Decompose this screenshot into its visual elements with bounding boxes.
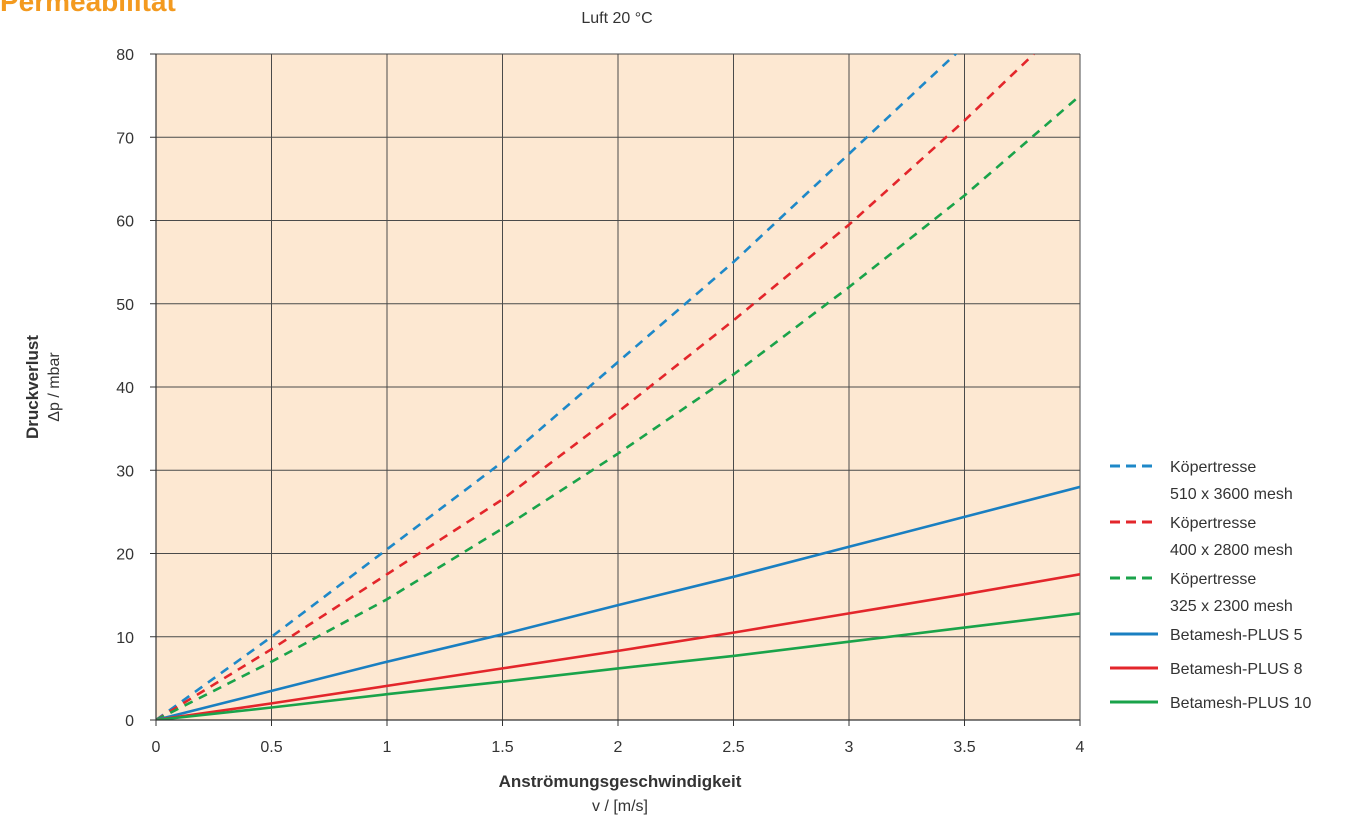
x-tick-label: 3 xyxy=(845,739,854,756)
series-line-2 xyxy=(156,54,1035,720)
x-tick-label: 4 xyxy=(1076,739,1085,756)
x-axis-unit: v / [m/s] xyxy=(592,798,648,815)
y-tick-label: 80 xyxy=(116,47,134,64)
y-tick-label: 0 xyxy=(125,713,134,730)
y-tick-label: 20 xyxy=(116,547,134,564)
legend-sublabel-1: 510 x 3600 mesh xyxy=(1170,486,1293,503)
series-line-3 xyxy=(156,94,1080,720)
x-tick-label: 3.5 xyxy=(953,739,975,756)
legend-label-5: Betamesh-PLUS 8 xyxy=(1170,661,1303,678)
series-line-5 xyxy=(156,573,1080,720)
y-tick-label: 50 xyxy=(116,297,134,314)
y-tick-label: 10 xyxy=(116,630,134,647)
series-line-6 xyxy=(156,612,1080,720)
legend-label-3: Köpertresse xyxy=(1170,571,1256,588)
series-line-4 xyxy=(156,485,1080,720)
legend-sublabel-2: 400 x 2800 mesh xyxy=(1170,542,1293,559)
legend-label-6: Betamesh-PLUS 10 xyxy=(1170,695,1312,712)
x-tick-label: 0.5 xyxy=(260,739,282,756)
x-tick-label: 2 xyxy=(614,739,623,756)
chart-title: Luft 20 °C xyxy=(581,10,653,27)
legend-sublabel-3: 325 x 2300 mesh xyxy=(1170,598,1293,615)
legend-label-4: Betamesh-PLUS 5 xyxy=(1170,627,1303,644)
y-tick-label: 70 xyxy=(116,130,134,147)
x-tick-label: 2.5 xyxy=(722,739,744,756)
grid xyxy=(156,53,1081,720)
page-title: Permeabilität xyxy=(0,0,176,17)
legend-label-2: Köpertresse xyxy=(1170,515,1256,532)
y-tick-label: 40 xyxy=(116,380,134,397)
series-group xyxy=(156,54,1080,720)
y-axis-label: Druckverlust xyxy=(23,335,42,439)
x-tick-label: 0 xyxy=(152,739,161,756)
x-axis-label: Anströmungsgeschwindigkeit xyxy=(499,772,742,791)
axes xyxy=(150,53,1081,726)
series-line-1 xyxy=(156,54,958,720)
x-tick-label: 1 xyxy=(383,739,392,756)
y-axis-unit: Δp / mbar xyxy=(46,352,63,422)
legend: Köpertresse 510 x 3600 mesh Köpertresse 400… xyxy=(1110,459,1312,712)
y-tick-label: 30 xyxy=(116,463,134,480)
y-tick-label: 60 xyxy=(116,214,134,231)
x-tick-label: 1.5 xyxy=(491,739,513,756)
legend-label-1: Köpertresse xyxy=(1170,459,1256,476)
